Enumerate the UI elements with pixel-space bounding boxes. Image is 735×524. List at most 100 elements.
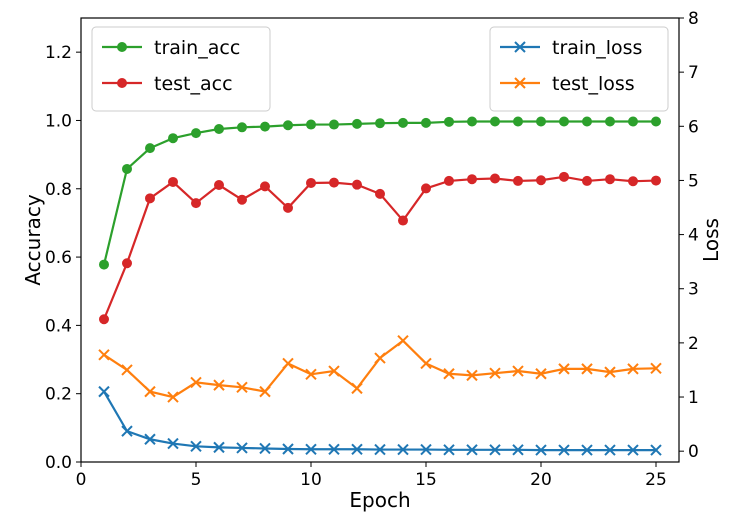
test-loss-point [443,368,455,380]
test-loss-point [466,369,478,382]
right-y-axis-label: Loss [699,218,723,262]
train-acc-point [467,116,477,127]
test-acc-point [306,177,316,188]
right-y-tick-label: 0 [688,442,699,462]
test-loss-point [259,385,271,398]
legend-label: train_acc [154,37,240,59]
test-acc-point [283,202,293,213]
train-acc-point [214,124,224,134]
train-acc-point [536,116,546,127]
test-acc-point [559,171,569,182]
left-y-tick-label: 0.4 [45,316,72,336]
train-acc-point [145,143,155,154]
test-loss-point [213,379,225,391]
train-acc-point [329,119,339,130]
train-loss-point [236,442,248,454]
test-acc-point [398,215,408,226]
test-acc-point [490,173,500,184]
train-loss-point [328,443,340,455]
test-loss-line [103,339,657,399]
test-loss-point [581,363,593,375]
test-loss-point [489,367,501,379]
test-loss-point [604,366,616,378]
test-acc-point [352,179,362,190]
x-tick-label: 5 [191,470,202,490]
train-loss-point [581,444,593,456]
test-acc-point [421,183,431,194]
legend-entry-test-loss: test_loss [500,73,635,95]
train-loss-point [627,444,639,456]
train-acc-point [605,116,615,127]
test-loss-point [627,363,639,375]
train-loss-point [650,444,662,456]
train-loss-point [282,443,294,455]
test-loss-point [167,391,179,403]
train-loss-point [489,444,501,456]
train-acc-point [444,116,454,127]
test-loss-point [144,385,156,398]
train-loss-point [535,444,547,456]
x-tick-label: 10 [300,470,322,490]
train-loss-point [213,441,225,454]
test-acc-point [651,175,661,186]
plot-frame [80,17,680,463]
train-acc-point [582,116,592,127]
right-y-tick-label: 4 [688,226,699,246]
train-acc-point [237,122,247,133]
legends: train_acc test_acc train_loss test_loss [91,26,669,112]
test-acc-point [191,198,201,209]
train-acc-point [99,259,109,270]
right-y-axis: 0 1 2 3 4 5 6 7 8 [679,9,699,462]
left-y-tick-label: 0.8 [45,180,72,200]
train-loss-point [558,444,570,456]
series-train-loss [98,385,662,456]
train-acc-point [651,116,661,127]
train-acc-point [122,163,132,174]
test-acc-point [168,176,178,187]
train-acc-point [168,133,178,144]
test-loss-point [420,357,432,370]
train-acc-point [306,119,316,130]
legend-upper-left: train_acc test_acc [91,26,271,112]
train-loss-line [103,391,656,452]
test-loss-point [374,352,386,364]
right-y-tick-label: 6 [688,117,699,137]
train-acc-point [375,118,385,129]
series-test-loss [98,335,662,403]
left-y-tick-label: 0.2 [45,385,72,405]
test-acc-point [99,314,109,325]
test-acc-point [628,176,638,187]
legend-marker [514,41,526,53]
test-acc-point [237,194,247,205]
train-acc-point [398,117,408,128]
train-loss-point [98,385,110,398]
train-acc-point [352,118,362,129]
x-tick-label: 20 [530,470,552,490]
left-y-axis: 0.0 0.2 0.4 0.6 0.8 1.0 1.2 [45,43,81,473]
legend-entry-train-loss: train_loss [500,37,642,59]
train-loss-point [420,443,432,456]
x-tick-label: 15 [415,470,437,490]
series-layer [98,116,662,456]
test-acc-point [467,174,477,185]
legend-entry-test-acc: test_acc [102,73,233,95]
train-loss-point [374,443,386,456]
right-y-tick-label: 3 [688,280,699,300]
test-loss-point [650,362,662,375]
test-acc-point [605,174,615,185]
legend-label: test_acc [154,73,233,95]
test-loss-point [512,365,524,377]
train-loss-point [259,442,271,455]
test-acc-point [513,175,523,186]
train-loss-point [121,425,133,437]
x-tick-label: 25 [645,470,667,490]
test-loss-point [236,381,248,393]
legend-upper-right: train_loss test_loss [489,26,669,112]
test-loss-point [305,368,317,380]
x-axis-label: Epoch [349,488,410,512]
right-y-tick-label: 7 [688,63,699,83]
train-loss-point [604,444,616,456]
train-loss-point [466,444,478,456]
test-acc-point [260,181,270,192]
test-loss-point [121,364,133,376]
